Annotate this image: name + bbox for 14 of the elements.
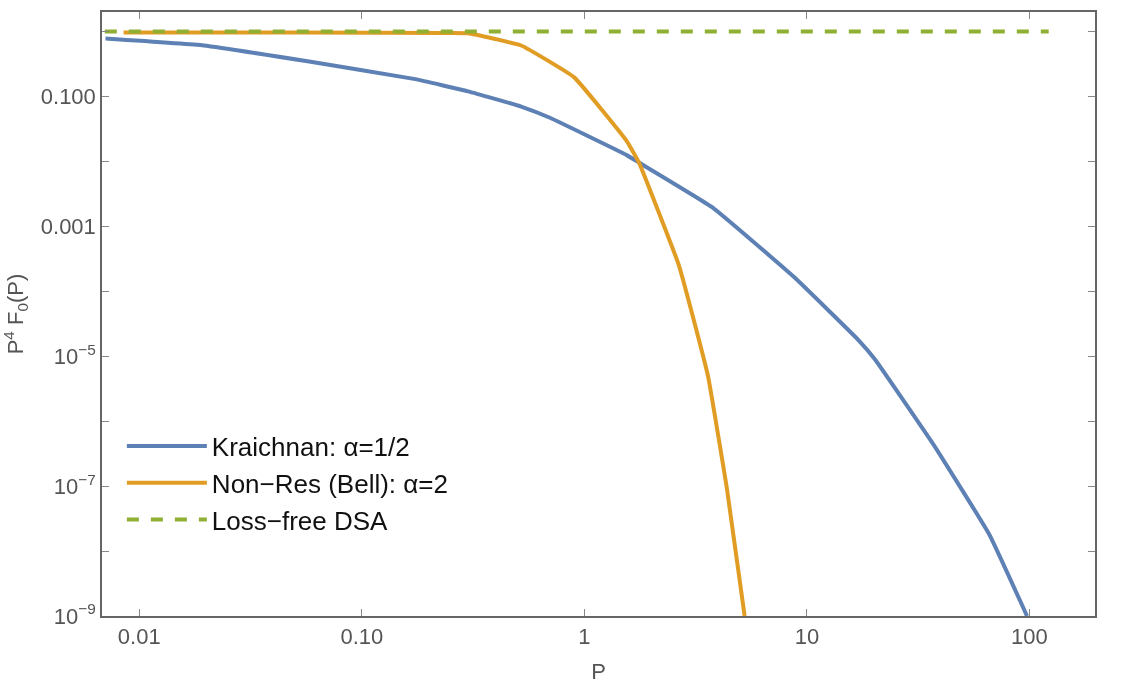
x-tick-label: 10	[794, 624, 820, 650]
x-axis-title: P	[591, 658, 606, 684]
x-tick-label: 1	[578, 624, 591, 650]
y-tick-label: 10$^{−5}$	[53, 340, 96, 369]
y-tick-label: 10$^{−7}$	[53, 470, 96, 499]
x-tick-label: 0.10	[340, 624, 384, 650]
y-tick-label: 0.100	[40, 84, 96, 110]
legend-label: Loss−free DSA	[211, 505, 389, 536]
y-tick-label: 10$^{−9}$	[53, 600, 96, 629]
legend-label: Kraichnan: α=1/2	[211, 432, 410, 463]
x-tick-label: 0.01	[117, 624, 161, 650]
legend-label: Non−Res (Bell): α=2	[211, 468, 448, 499]
x-tick-label: 100	[1011, 624, 1048, 650]
y-tick-label: 0.001	[40, 214, 96, 240]
